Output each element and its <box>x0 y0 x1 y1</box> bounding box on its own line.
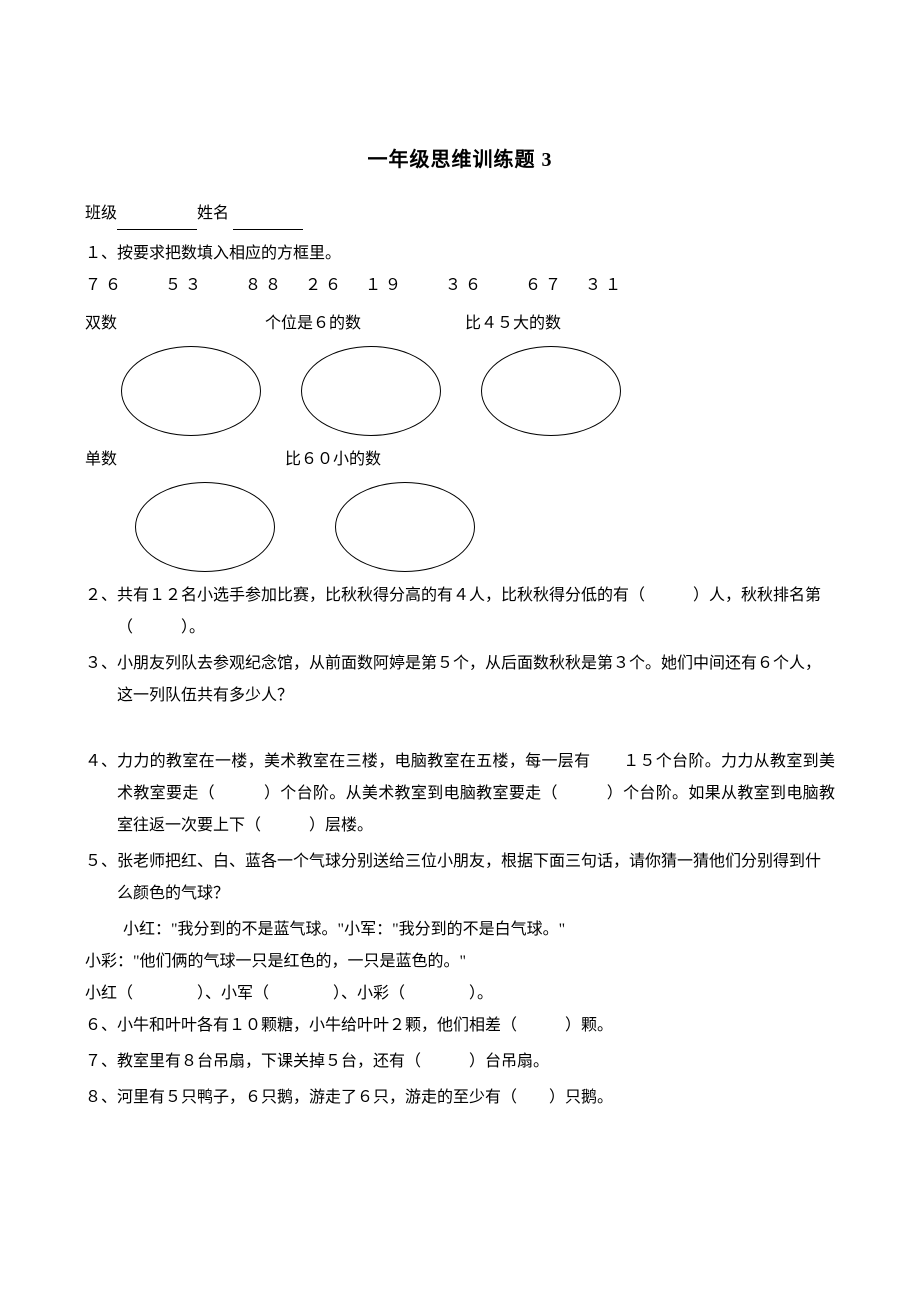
question-7: ７、教室里有８台吊扇，下课关掉５台，还有（ ）台吊扇。 <box>85 1046 835 1078</box>
q2-text: 共有１２名小选手参加比赛，比秋秋得分高的有４人，比秋秋得分低的有（ ）人，秋秋排… <box>117 580 835 644</box>
question-6: ６、小牛和叶叶各有１０颗糖，小牛给叶叶２颗，他们相差（ ）颗。 <box>85 1010 835 1042</box>
q5-line1: 小红："我分到的不是蓝气球。"小军："我分到的不是白气球。" <box>85 914 835 946</box>
page-title: 一年级思维训练题 3 <box>85 140 835 180</box>
q3-num: ３、 <box>85 648 117 712</box>
name-blank[interactable] <box>233 211 303 230</box>
q1-label-odd: 单数 <box>85 444 285 476</box>
question-1: １、按要求把数填入相应的方框里。 ７６ ５３ ８８ ２６ １９ ３６ ６７ ３１… <box>85 238 835 572</box>
q1-numbers: ７６ ５３ ８８ ２６ １９ ３６ ６７ ３１ <box>85 270 835 302</box>
ellipse-ones6[interactable] <box>301 346 441 436</box>
question-5: ５、 张老师把红、白、蓝各一个气球分别送给三位小朋友，根据下面三句话，请你猜一猜… <box>85 846 835 1010</box>
q3-text: 小朋友列队去参观纪念馆，从前面数阿婷是第５个，从后面数秋秋是第３个。她们中间还有… <box>117 648 835 712</box>
q1-text: １、按要求把数填入相应的方框里。 <box>85 238 835 270</box>
q6-text: ６、小牛和叶叶各有１０颗糖，小牛给叶叶２颗，他们相差（ ）颗。 <box>85 1017 613 1034</box>
q5-line3: 小红（ ）、小军（ ）、小彩（ ）。 <box>85 978 835 1010</box>
q1-ellipse-row2 <box>135 482 835 572</box>
q1-ellipse-row1 <box>121 346 835 436</box>
ellipse-lt60[interactable] <box>335 482 475 572</box>
q8-text: ８、河里有５只鸭子，６只鹅，游走了６只，游走的至少有（ ）只鹅。 <box>85 1089 613 1106</box>
question-4: ４、 力力的教室在一楼，美术教室在三楼，电脑教室在五楼，每一层有 １５个台阶。力… <box>85 746 835 842</box>
q1-label-lt60: 比６０小的数 <box>285 444 381 476</box>
question-8: ８、河里有５只鸭子，６只鹅，游走了６只，游走的至少有（ ）只鹅。 <box>85 1082 835 1114</box>
q4-text: 力力的教室在一楼，美术教室在三楼，电脑教室在五楼，每一层有 １５个台阶。力力从教… <box>117 746 835 842</box>
q5-text: 张老师把红、白、蓝各一个气球分别送给三位小朋友，根据下面三句话，请你猜一猜他们分… <box>117 846 835 910</box>
q1-row1-labels: 双数 个位是６的数 比４５大的数 <box>85 308 835 340</box>
spacer <box>85 716 835 746</box>
name-label: 姓名 <box>197 205 229 222</box>
q1-label-gt45: 比４５大的数 <box>465 308 561 340</box>
q5-num: ５、 <box>85 846 117 910</box>
q1-label-even: 双数 <box>85 308 265 340</box>
ellipse-even[interactable] <box>121 346 261 436</box>
question-3: ３、 小朋友列队去参观纪念馆，从前面数阿婷是第５个，从后面数秋秋是第３个。她们中… <box>85 648 835 712</box>
ellipse-odd[interactable] <box>135 482 275 572</box>
q2-num: ２、 <box>85 580 117 644</box>
q5-line2: 小彩："他们俩的气球一只是红色的，一只是蓝色的。" <box>85 946 835 978</box>
class-blank[interactable] <box>117 211 197 230</box>
q1-row2-labels: 单数 比６０小的数 <box>85 444 835 476</box>
q4-num: ４、 <box>85 746 117 842</box>
q7-text: ７、教室里有８台吊扇，下课关掉５台，还有（ ）台吊扇。 <box>85 1053 549 1070</box>
ellipse-gt45[interactable] <box>481 346 621 436</box>
q1-label-ones6: 个位是６的数 <box>265 308 465 340</box>
class-label: 班级 <box>85 205 117 222</box>
question-2: ２、 共有１２名小选手参加比赛，比秋秋得分高的有４人，比秋秋得分低的有（ ）人，… <box>85 580 835 644</box>
header-line: 班级 姓名 <box>85 198 835 230</box>
